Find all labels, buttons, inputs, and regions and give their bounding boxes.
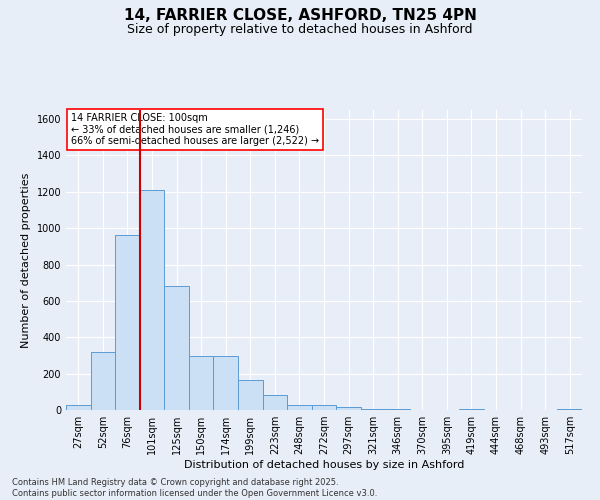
- Bar: [312, 404, 336, 410]
- Bar: [361, 409, 385, 410]
- Bar: [263, 396, 287, 410]
- Y-axis label: Number of detached properties: Number of detached properties: [21, 172, 31, 348]
- Text: 14 FARRIER CLOSE: 100sqm
← 33% of detached houses are smaller (1,246)
66% of sem: 14 FARRIER CLOSE: 100sqm ← 33% of detach…: [71, 113, 319, 146]
- Text: Size of property relative to detached houses in Ashford: Size of property relative to detached ho…: [127, 22, 473, 36]
- Bar: [140, 190, 164, 410]
- Bar: [91, 352, 115, 410]
- Bar: [287, 404, 312, 410]
- X-axis label: Distribution of detached houses by size in Ashford: Distribution of detached houses by size …: [184, 460, 464, 470]
- Bar: [115, 236, 140, 410]
- Bar: [557, 409, 582, 410]
- Bar: [336, 406, 361, 410]
- Bar: [238, 380, 263, 410]
- Bar: [214, 356, 238, 410]
- Text: 14, FARRIER CLOSE, ASHFORD, TN25 4PN: 14, FARRIER CLOSE, ASHFORD, TN25 4PN: [124, 8, 476, 22]
- Bar: [189, 356, 214, 410]
- Text: Contains HM Land Registry data © Crown copyright and database right 2025.
Contai: Contains HM Land Registry data © Crown c…: [12, 478, 377, 498]
- Bar: [385, 409, 410, 410]
- Bar: [66, 404, 91, 410]
- Bar: [164, 286, 189, 410]
